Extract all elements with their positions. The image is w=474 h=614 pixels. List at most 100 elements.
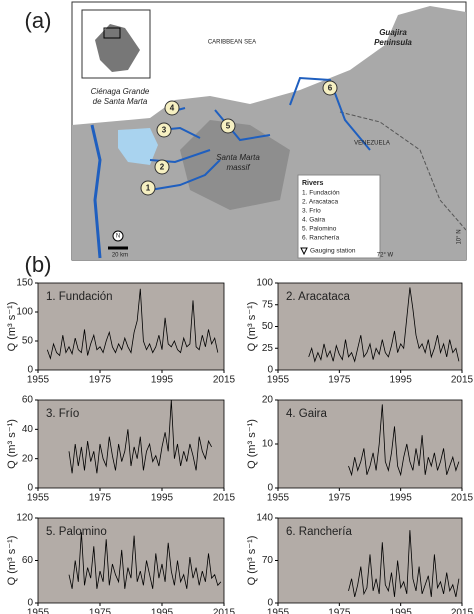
y-tick-label: 150 [16,278,33,289]
y-tick-label: 100 [256,278,273,289]
x-tick-label: 1975 [89,608,112,614]
y-tick-label: 140 [256,513,273,524]
legend-title: Rivers [302,180,324,187]
cienaga [118,128,158,165]
station-number: 3 [162,126,167,135]
series-line [348,530,460,597]
x-tick-label: 1975 [328,375,351,386]
x-tick-label: 1995 [151,375,174,386]
border [339,111,467,231]
plot-area [37,517,225,604]
x-tick-label: 1955 [267,608,290,614]
x-tick-label: 1995 [151,608,174,614]
plot-area [277,399,463,489]
y-tick-label: 60 [22,395,34,406]
legend-item: 4. Gaira [302,217,326,224]
inset-box [103,27,121,39]
x-tick-label: 1995 [390,493,413,504]
y-tick-label: 60 [22,555,34,566]
x-tick-label: 2015 [451,493,474,504]
river [149,159,221,191]
chart-title: 5. Palomino [46,526,107,538]
y-tick-label: 10 [262,439,274,450]
y-tick-label: 50 [22,336,34,347]
station-marker [322,80,338,96]
map-label: CARIBBEAN SEA [208,40,256,46]
map-label: Ciénaga Grande [91,87,150,96]
x-tick-label: 1975 [89,375,112,386]
chart-title: 4. Gaira [286,408,328,420]
map-label: Santa Marta [216,153,260,162]
series-line [68,399,212,474]
station-marker [220,118,236,134]
y-axis-label: Q (m³ s⁻¹) [6,302,18,352]
y-tick-label: 70 [262,555,274,566]
x-tick-label: 1955 [27,608,50,614]
x-tick-label: 1995 [390,375,413,386]
station-marker [156,122,172,138]
x-tick-label: 2015 [213,375,236,386]
series-line [46,288,219,360]
x-tick-label: 2015 [451,375,474,386]
y-tick-label: 50 [262,321,274,332]
lon-label: 72° W [377,253,394,259]
x-tick-label: 1955 [27,375,50,386]
legend-item: 3. Frío [302,208,321,215]
y-tick-label: 40 [22,424,34,435]
x-tick-label: 2015 [213,608,236,614]
y-axis-label: Q (m³ s⁻¹) [246,302,258,352]
panel-label: (a) [25,8,52,33]
x-tick-label: 1995 [151,493,174,504]
x-tick-label: 1975 [328,493,351,504]
map-label: VENEZUELA [354,141,390,147]
plot-area [277,517,463,604]
y-tick-label: 75 [262,299,274,310]
x-tick-label: 1955 [267,375,290,386]
legend-item: 5. Palomino [302,226,337,233]
y-tick-label: 0 [27,483,33,494]
legend-item: 1. Fundación [302,190,340,197]
y-axis-label: Q (m³ s⁻¹) [246,419,258,469]
legend-box [297,174,381,259]
station-number: 1 [146,184,151,193]
x-tick-label: 2015 [213,493,236,504]
y-tick-label: 0 [267,598,273,609]
series-line [68,532,222,589]
map-label: de Santa Marta [93,97,148,106]
river [289,76,371,151]
x-tick-label: 1975 [89,493,112,504]
y-tick-label: 25 [262,343,274,354]
x-tick-label: 1955 [27,493,50,504]
map-label: Guajira [379,28,407,37]
station-number: 6 [328,84,333,93]
y-axis-label: Q (m³ s⁻¹) [6,536,18,586]
massif-relief [180,120,290,210]
y-tick-label: 0 [27,365,33,376]
legend-item: 6. Ranchería [302,235,340,242]
legend-item: Gauging station [310,248,356,255]
y-tick-label: 120 [16,513,33,524]
y-tick-label: 0 [27,598,33,609]
map: CARIBBEAN SEA Guajira Peninsula Ciénaga … [71,1,467,261]
chart-title: 6. Ranchería [286,526,352,538]
plot-area [37,399,225,489]
station-symbol [300,247,308,256]
inset-country [95,24,140,72]
panel-label: (b) [25,252,52,277]
station-number: 5 [226,122,231,131]
y-tick-label: 20 [262,395,274,406]
chart-title: 2. Aracataca [286,291,351,303]
scale-label: 20 km [112,253,128,259]
x-tick-label: 1975 [328,608,351,614]
station-marker [154,159,170,175]
y-tick-label: 0 [267,365,273,376]
y-tick-label: 20 [22,453,34,464]
lat-label: 10° N [457,229,463,244]
station-marker [140,180,156,196]
station-marker [164,100,180,116]
x-tick-label: 1995 [390,608,413,614]
series-line [348,404,460,477]
x-tick-label: 1955 [267,493,290,504]
river [90,124,102,259]
